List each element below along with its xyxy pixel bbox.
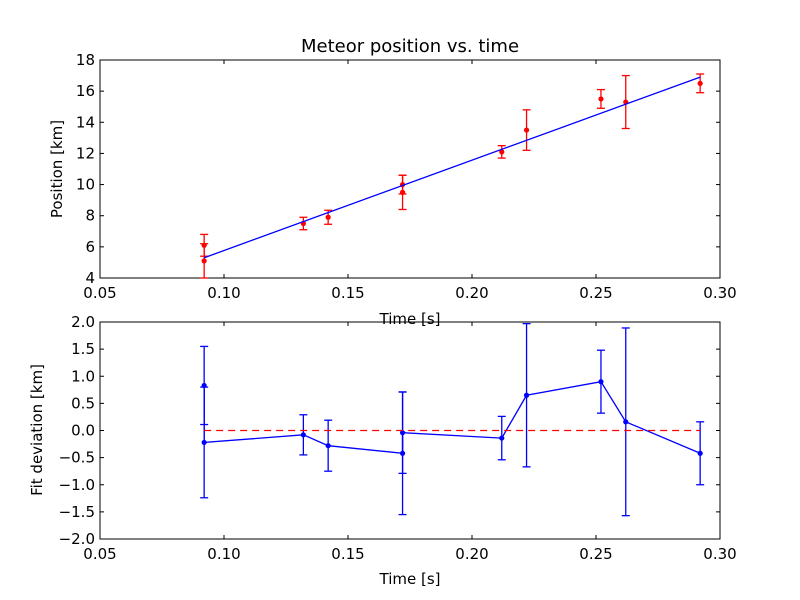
y-tick-label: 16	[76, 82, 95, 100]
y-tick-label: −0.5	[59, 449, 95, 467]
y-tick-label: 0.5	[71, 394, 95, 412]
y-tick-label: 14	[76, 113, 95, 131]
x-tick-label: 0.20	[455, 284, 488, 302]
data-point	[325, 443, 331, 449]
y-axis-label: Fit deviation [km]	[28, 364, 46, 496]
data-point	[325, 214, 331, 220]
x-tick-label: 0.15	[331, 284, 364, 302]
data-point	[523, 392, 530, 398]
data-point	[499, 149, 505, 155]
data-point	[697, 450, 703, 456]
y-tick-label: 6	[85, 238, 95, 256]
x-tick-label: 0.30	[703, 545, 736, 563]
y-axis-label: Position [km]	[48, 120, 66, 218]
y-tick-label: 4	[85, 269, 95, 287]
data-point	[598, 96, 604, 102]
x-axis-ticks: 0.05 0.10 0.15 0.20 0.25 0.30	[83, 322, 737, 563]
data-point	[523, 127, 530, 133]
data-point	[399, 189, 406, 195]
y-tick-label: 12	[76, 144, 95, 162]
y-tick-label: 8	[85, 207, 95, 225]
data-point	[697, 80, 703, 86]
position-chart: Meteor position vs. time 0.05 0.10 0.15 0.2…	[48, 36, 737, 328]
plot-marks	[200, 322, 705, 517]
data-point	[623, 419, 629, 425]
data-point	[598, 379, 604, 385]
y-axis-ticks: −2.0 −1.5 −1.0 −0.5 0.0 0.5 1.0 1.5 2.0	[59, 313, 720, 548]
x-tick-label: 0.25	[579, 284, 612, 302]
x-tick-label: 0.25	[579, 545, 612, 563]
plot-marks	[200, 73, 705, 279]
y-tick-label: −2.0	[59, 530, 95, 548]
y-tick-label: 1.5	[71, 340, 95, 358]
y-tick-label: 10	[76, 176, 95, 194]
y-tick-label: 18	[76, 51, 95, 69]
x-tick-label: 0.10	[207, 545, 240, 563]
x-axis-label: Time [s]	[379, 570, 441, 588]
chart-title: Meteor position vs. time	[301, 36, 519, 57]
data-point	[300, 432, 306, 438]
x-tick-label: 0.05	[83, 284, 116, 302]
y-tick-label: 1.0	[71, 367, 95, 385]
x-tick-label: 0.20	[455, 545, 488, 563]
fit-line	[203, 76, 701, 259]
data-point	[499, 435, 505, 441]
data-point	[201, 439, 207, 446]
y-tick-label: 0.0	[71, 422, 95, 440]
x-tick-label: 0.30	[703, 284, 736, 302]
y-tick-label: −1.5	[59, 503, 95, 521]
y-axis-ticks: 4 6 8 10 12 14 16 18	[76, 51, 720, 287]
x-axis-label: Time [s]	[379, 310, 441, 328]
y-tick-label: 2.0	[71, 313, 95, 331]
x-tick-label: 0.15	[331, 545, 364, 563]
plot-frame	[99, 59, 721, 279]
data-point	[201, 258, 207, 264]
deviation-chart: 0.05 0.10 0.15 0.20 0.25 0.30 −2.0 −1.5 −1.0 −0.…	[28, 313, 737, 588]
x-axis-ticks: 0.05 0.10 0.15 0.20 0.25 0.30	[83, 60, 737, 302]
x-tick-label: 0.05	[83, 545, 116, 563]
data-point	[399, 430, 406, 436]
x-tick-label: 0.10	[207, 284, 240, 302]
y-tick-label: −1.0	[59, 476, 95, 494]
